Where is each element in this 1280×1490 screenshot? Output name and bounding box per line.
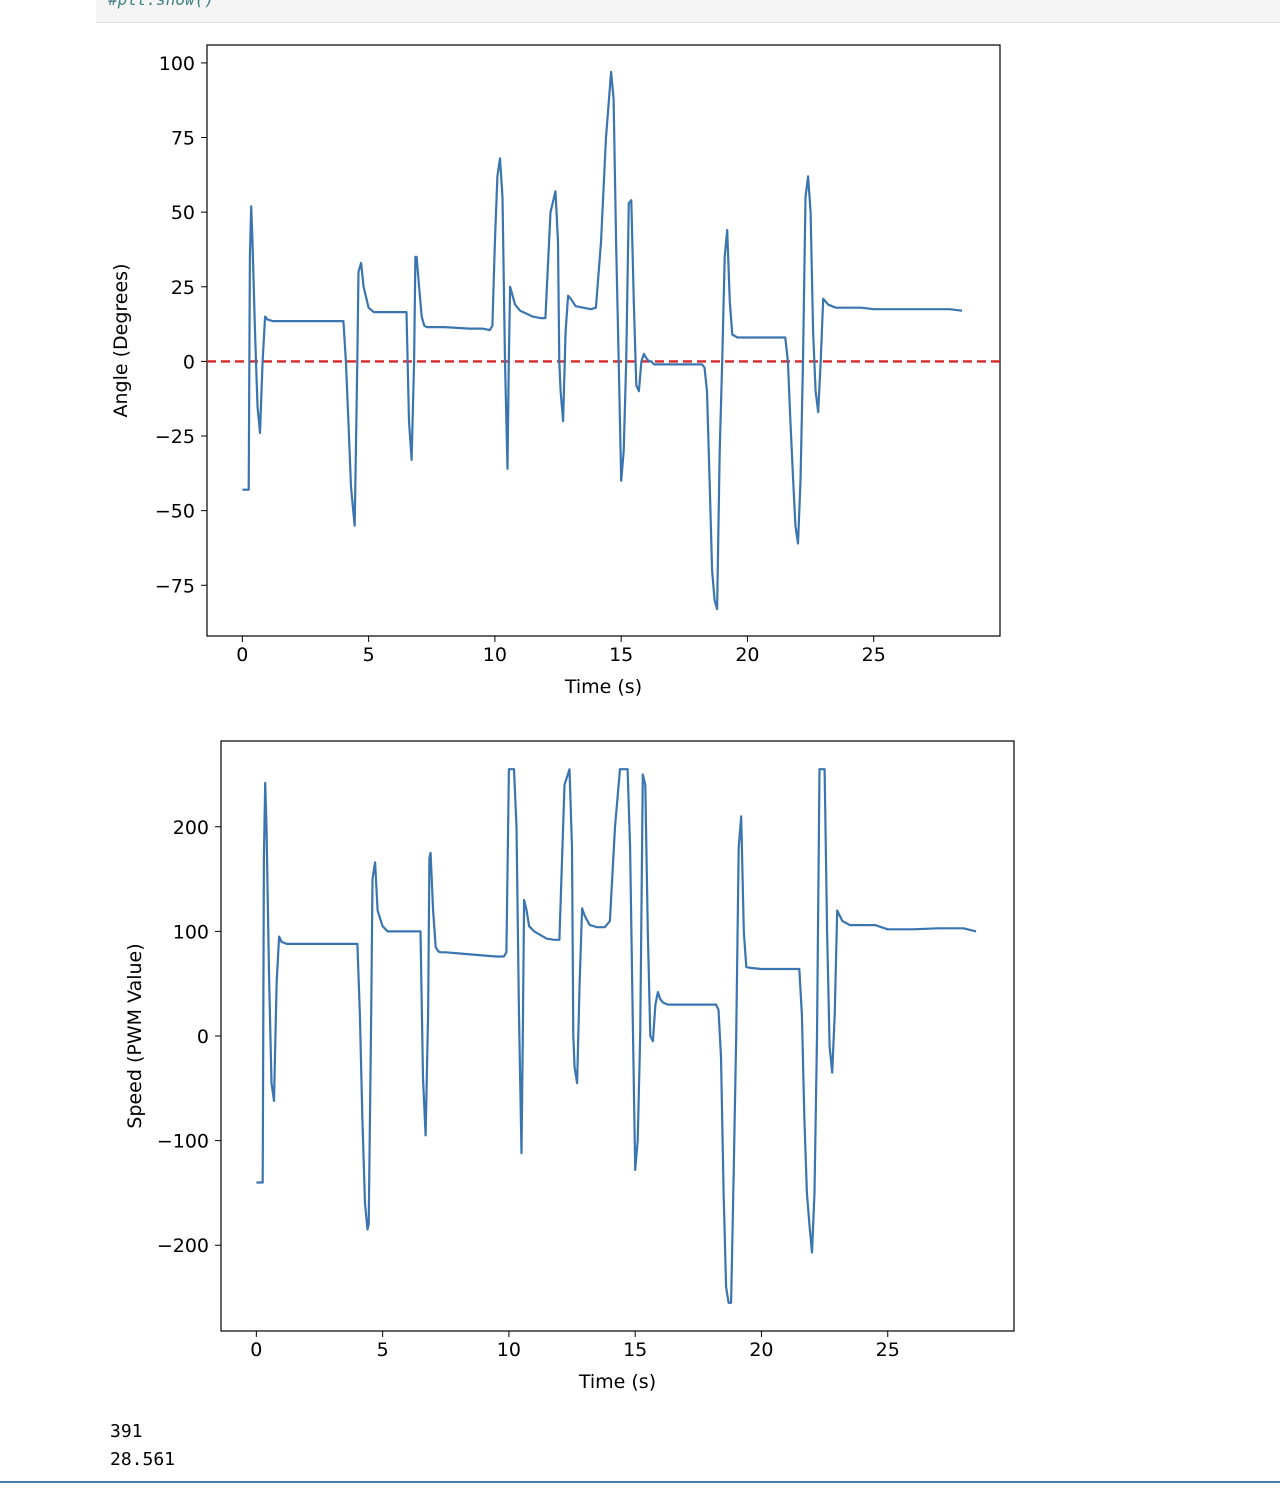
x-tick-label: 25: [876, 1339, 900, 1361]
y-axis-label: Speed (PWM Value): [124, 943, 146, 1128]
x-tick-label: 15: [609, 644, 633, 666]
stdout-output: 391 28.561: [110, 1418, 175, 1474]
y-tick-label: −100: [157, 1131, 209, 1153]
x-tick-label: 10: [497, 1339, 521, 1361]
y-tick-label: 0: [197, 1026, 209, 1048]
series-line: [242, 70, 963, 611]
y-tick-label: −25: [155, 426, 195, 448]
x-tick-label: 0: [250, 1339, 262, 1361]
speed-chart: 0 5 10 15 20 25 −200 −100 0 100 200 Time (s) Speed (…: [124, 740, 1015, 1393]
y-tick-label: 100: [173, 921, 209, 943]
y-tick-label: 50: [171, 202, 195, 224]
y-tick-label: −200: [157, 1235, 209, 1257]
stdout-line-count: 391: [110, 1421, 143, 1442]
code-comment-line: #plt.show(): [108, 0, 214, 10]
x-tick-label: 20: [735, 644, 759, 666]
angle-chart: 0 5 10 15 20 25 −75 −50 −25 0 25 50 75 100 Time (s) Ang…: [110, 44, 1001, 698]
y-axis-label: Angle (Degrees): [110, 264, 132, 418]
cell-bottom-border: [0, 1481, 1280, 1483]
y-tick-label: 0: [183, 351, 195, 373]
x-tick-label: 5: [377, 1339, 389, 1361]
series-line: [256, 768, 977, 1304]
y-tick-label: 200: [173, 817, 209, 839]
plot-frame: [206, 44, 1001, 637]
y-tick-label: 25: [171, 277, 195, 299]
y-tick-label: 100: [159, 53, 195, 75]
plot-frame: [220, 740, 1015, 1332]
y-tick-label: 75: [171, 128, 195, 150]
y-tick-label: −50: [155, 501, 195, 523]
x-tick-label: 20: [749, 1339, 773, 1361]
x-tick-label: 0: [236, 644, 248, 666]
x-axis-label: Time (s): [564, 676, 642, 698]
code-cell-tail[interactable]: #plt.show(): [96, 0, 1280, 23]
x-tick-label: 25: [862, 644, 886, 666]
x-axis-label: Time (s): [578, 1371, 656, 1393]
x-tick-label: 5: [363, 644, 375, 666]
x-tick-label: 10: [483, 644, 507, 666]
y-tick-label: −75: [155, 575, 195, 597]
x-tick-label: 15: [623, 1339, 647, 1361]
stdout-line-duration: 28.561: [110, 1449, 176, 1470]
